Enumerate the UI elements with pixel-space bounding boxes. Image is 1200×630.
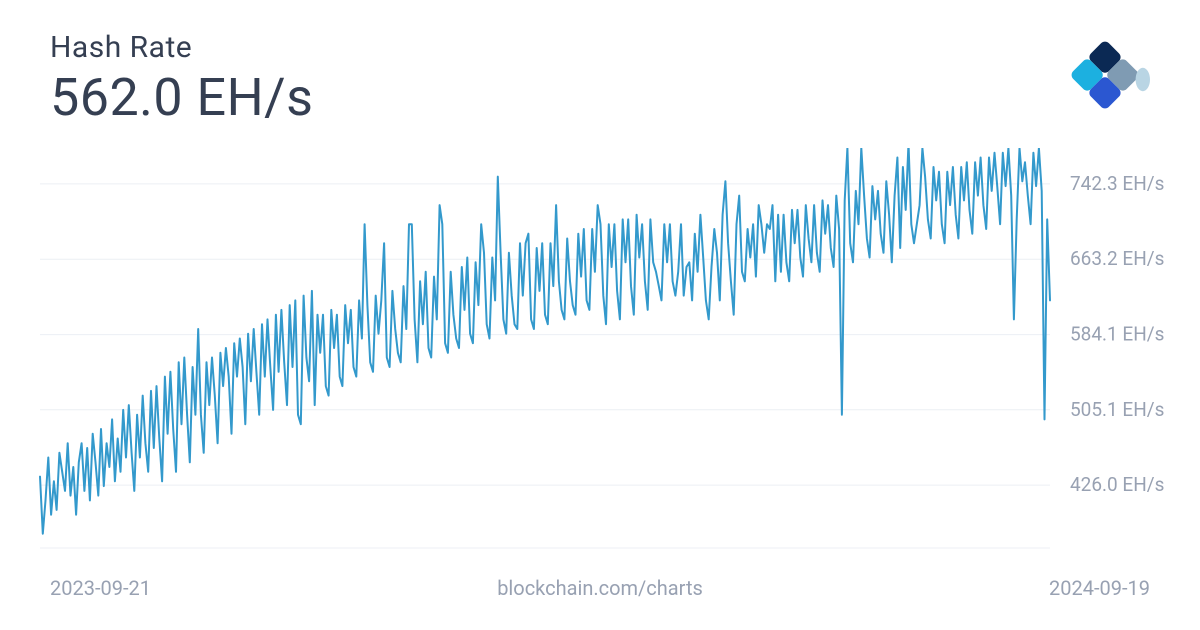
hash-rate-series bbox=[40, 148, 1050, 534]
chart-card: Hash Rate 562.0 EH/s 742.3 EH/s 663.2 EH/… bbox=[0, 0, 1200, 630]
y-axis-label: 663.2 EH/s bbox=[1070, 247, 1164, 270]
chart-title: Hash Rate bbox=[50, 30, 313, 65]
chart-current-value: 562.0 EH/s bbox=[50, 67, 313, 128]
blockchain-logo-icon bbox=[1060, 30, 1150, 120]
x-axis-start-date: 2023-09-21 bbox=[50, 576, 151, 600]
source-label: blockchain.com/charts bbox=[497, 576, 703, 600]
y-axis-label: 505.1 EH/s bbox=[1070, 398, 1164, 421]
footer: 2023-09-21 blockchain.com/charts 2024-09… bbox=[0, 576, 1200, 600]
y-axis-label: 426.0 EH/s bbox=[1070, 473, 1164, 496]
x-axis-end-date: 2024-09-19 bbox=[1049, 576, 1150, 600]
header: Hash Rate 562.0 EH/s bbox=[0, 30, 1200, 128]
line-chart: 742.3 EH/s 663.2 EH/s 584.1 EH/s 505.1 EH/s… bbox=[0, 148, 1200, 568]
y-axis-label: 742.3 EH/s bbox=[1070, 172, 1164, 195]
title-block: Hash Rate 562.0 EH/s bbox=[50, 30, 313, 128]
chart-area: 742.3 EH/s 663.2 EH/s 584.1 EH/s 505.1 EH/s… bbox=[0, 148, 1200, 568]
y-axis-label: 584.1 EH/s bbox=[1070, 323, 1164, 346]
